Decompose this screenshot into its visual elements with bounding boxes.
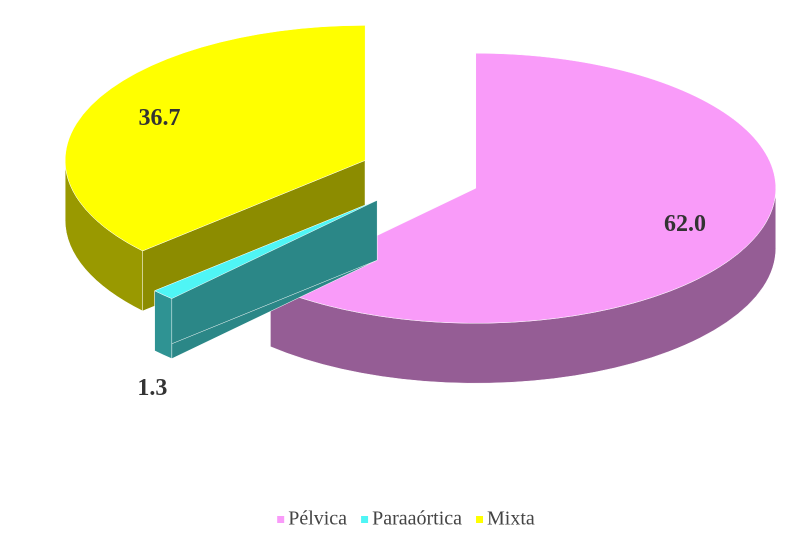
slice-top: [64, 25, 366, 252]
legend-label: Mixta: [487, 508, 535, 530]
slice-top: [154, 199, 378, 299]
value-label: 1.3: [137, 375, 167, 401]
legend-label: Pélvica: [288, 508, 347, 530]
value-label: 36.7: [139, 105, 181, 131]
legend-swatch: [361, 516, 369, 523]
slice-side: [154, 290, 173, 360]
legend: Pélvica Paraaórtica Mixta: [277, 508, 535, 530]
legend-swatch: [476, 516, 484, 523]
slice: [269, 53, 777, 384]
legend-label: Paraaórtica: [372, 508, 462, 530]
slice-top: [269, 53, 776, 324]
legend-swatch: [277, 516, 285, 523]
slice: [154, 199, 378, 360]
value-label: 62.0: [664, 211, 706, 237]
